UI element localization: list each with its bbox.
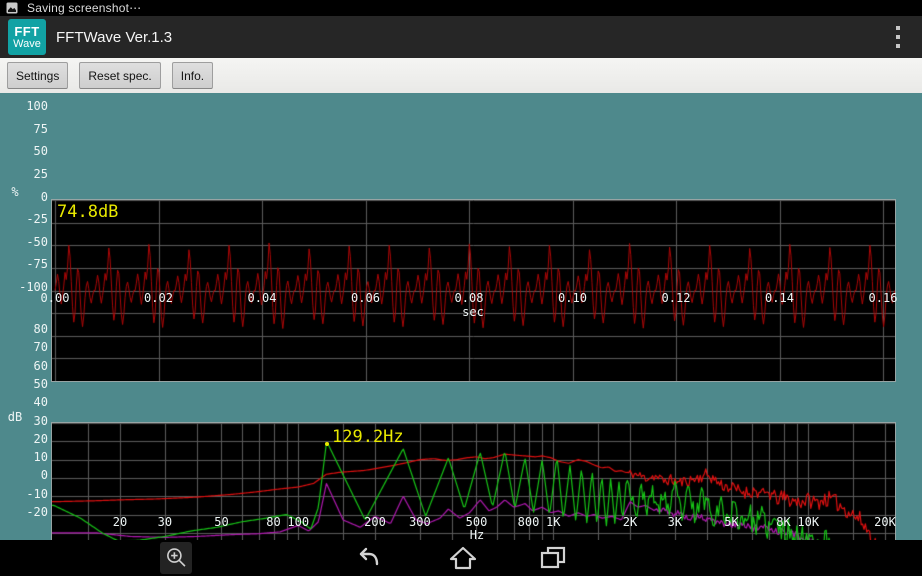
spec-ytick-label: 70 [33,340,48,355]
back-icon [359,547,379,566]
back-button[interactable] [351,542,383,574]
logo-text-wave: Wave [13,37,41,50]
freq-marker-dot [325,442,329,446]
recents-button[interactable] [537,542,569,574]
wave-ytick-label: -50 [26,234,48,249]
magnifier-icon [167,548,186,567]
wave-ytick-label: 0 [40,189,48,204]
nav-bar [0,540,922,576]
app-title: FFTWave Ver.1.3 [56,28,173,46]
wave-ytick-label: 100 [26,99,48,113]
settings-button[interactable]: Settings [7,62,69,89]
wave-ytick-label: -100 [19,280,48,294]
spec-ytick-label: -20 [26,505,48,519]
waveform-chart[interactable]: 74.8dB [51,199,896,382]
wave-ytick-label: 50 [33,144,48,159]
spec-ytick-label: 10 [33,450,48,465]
overflow-menu-icon[interactable] [888,16,908,58]
spec-ytick-label: 20 [33,431,48,446]
waveform-level-label: 74.8dB [57,202,119,222]
wave-ytick-label: 25 [33,166,48,181]
toolbar: Settings Reset spec. Info. [0,58,922,93]
chart-area: 74.8dB 129.2Hz 100 75 50 25 0 -25 -50 -75 -100 0.… [0,93,922,576]
app-bar: FFT Wave FFTWave Ver.1.3 [0,16,922,58]
spec-ytick-label: 30 [33,413,48,428]
spec-ytick-label: 40 [33,395,48,410]
spec-ytick-label: -10 [26,486,48,501]
spec-ytick-label: 60 [33,358,48,373]
spec-ytick-label: 80 [33,322,48,336]
wave-ytick-label: -25 [26,212,48,227]
app-logo: FFT Wave [8,19,46,55]
spec-ytick-label: 0 [40,468,48,483]
reset-spec-button[interactable]: Reset spec. [79,62,161,89]
status-text: Saving screenshot⋯ [27,1,142,15]
spectrum-freq-label: 129.2Hz [332,427,404,447]
waveform-canvas[interactable] [52,200,895,381]
logo-text-fft: FFT [14,23,40,39]
zoom-in-button[interactable] [160,542,192,574]
home-button[interactable] [447,542,479,574]
home-icon [449,546,477,570]
spec-y-axis-unit: dB [7,410,23,424]
status-bar[interactable]: Saving screenshot⋯ [0,0,922,16]
spec-ytick-label: 50 [33,376,48,391]
recents-icon [540,546,566,569]
wave-y-axis-unit: % [11,185,19,199]
wave-ytick-label: 75 [33,121,48,136]
screenshot-image-icon [6,2,18,14]
wave-ytick-label: -75 [26,257,48,272]
info-button[interactable]: Info. [171,62,214,89]
